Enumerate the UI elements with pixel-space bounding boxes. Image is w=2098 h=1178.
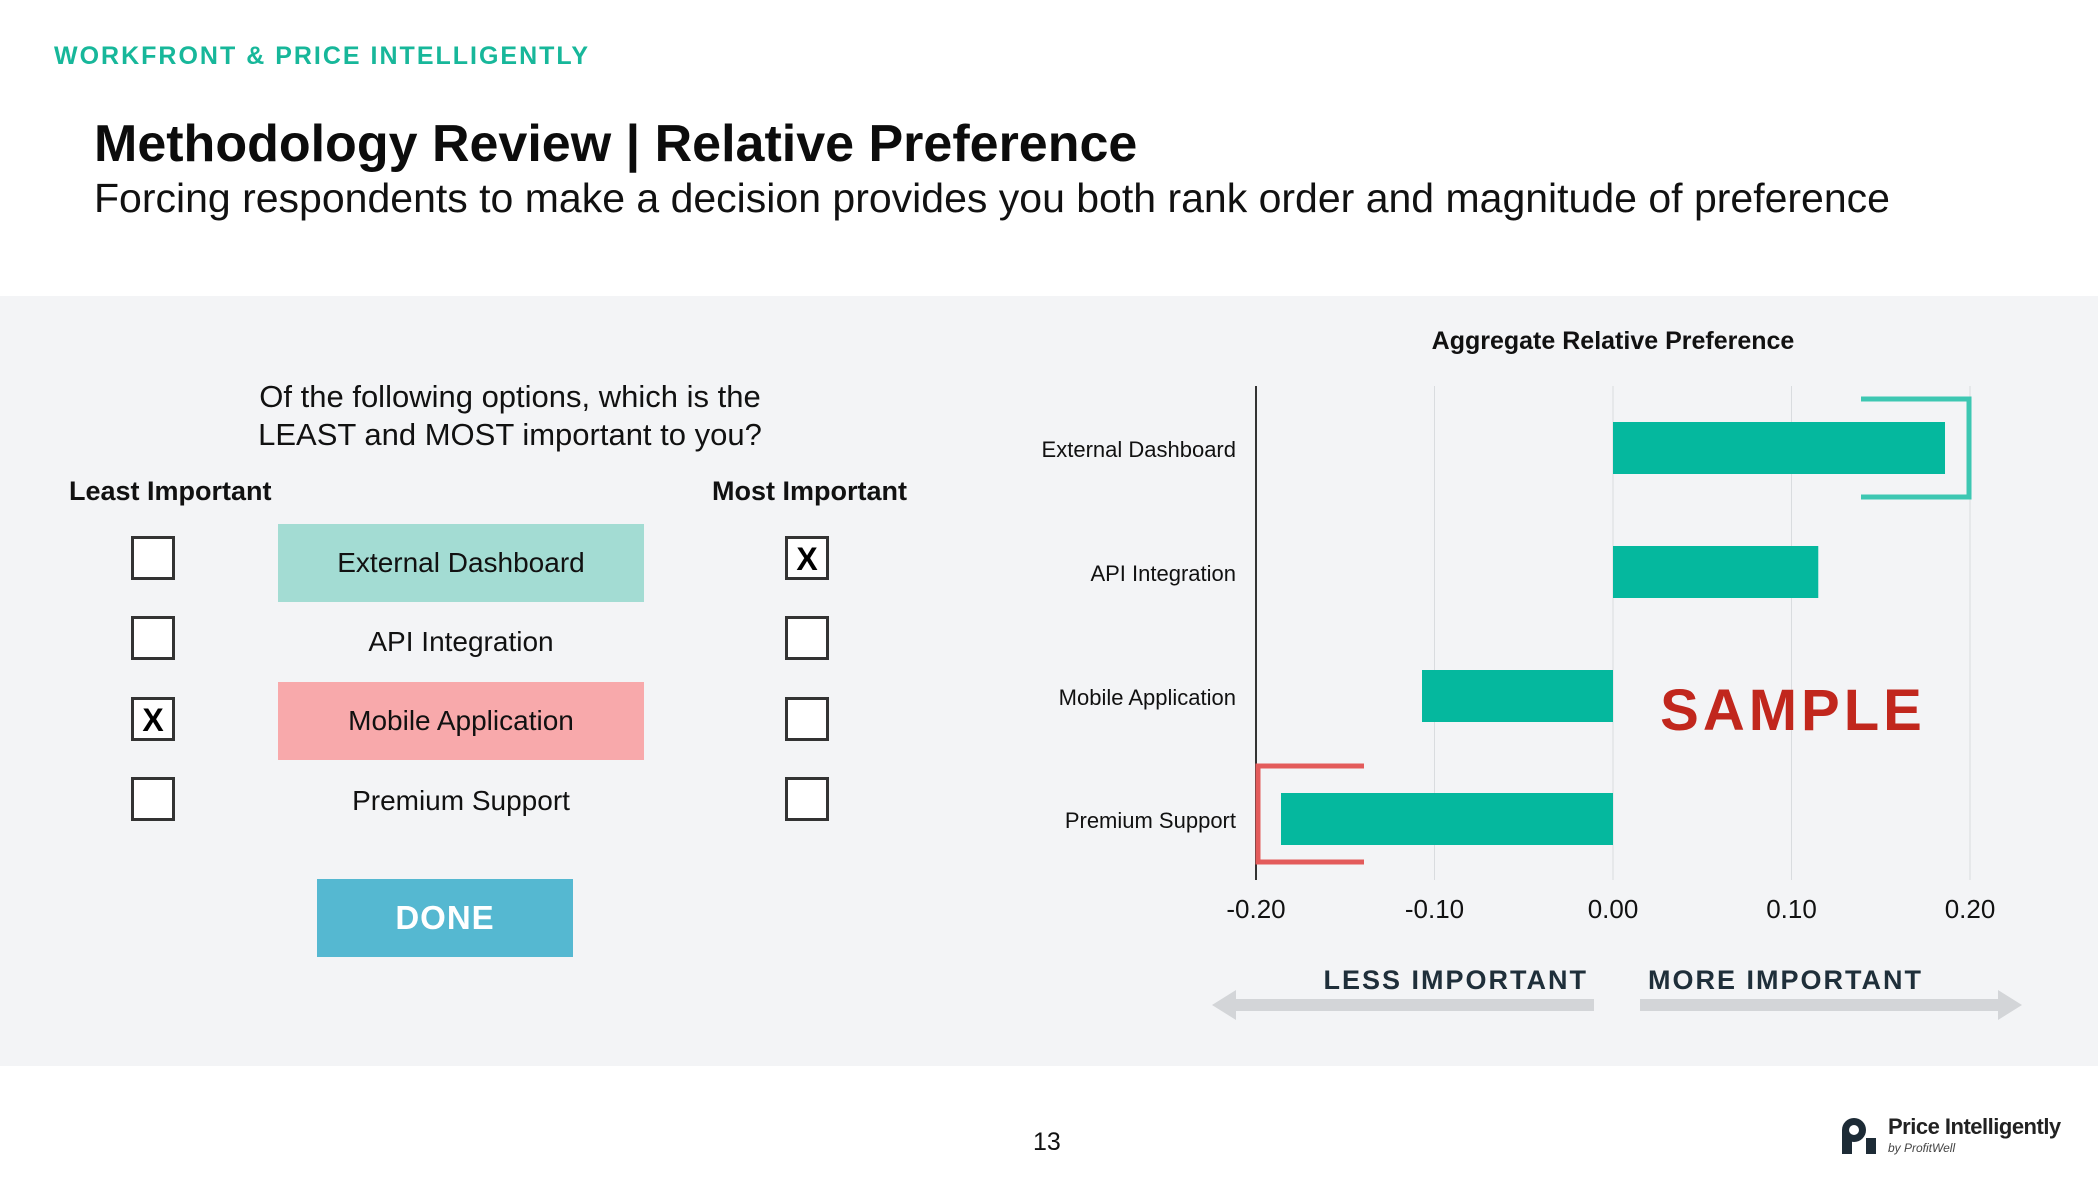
least-checkbox-external-dashboard[interactable] <box>131 536 175 580</box>
kicker-label: WORKFRONT & PRICE INTELLIGENTLY <box>54 42 591 70</box>
bar-api-integration <box>1613 546 1819 598</box>
relative-preference-chart: Aggregate Relative Preference -0.20 -0.10 0… <box>1042 327 2022 1020</box>
category-label-api-integration: API Integration <box>1090 561 1236 586</box>
less-important-label: LESS IMPORTANT <box>1323 965 1588 995</box>
most-checkbox-mobile-application[interactable] <box>785 697 829 741</box>
most-important-heading: Most Important <box>712 476 907 506</box>
sample-watermark: SAMPLE <box>1660 678 1926 743</box>
option-premium-support: Premium Support <box>352 785 570 816</box>
survey-question-line2: LEAST and MOST important to you? <box>258 417 762 452</box>
chart-title: Aggregate Relative Preference <box>1432 327 1795 355</box>
x-tick-label: -0.10 <box>1405 894 1464 924</box>
option-external-dashboard: External Dashboard <box>278 524 644 602</box>
bar-mobile-application <box>1422 670 1613 722</box>
least-checkbox-api-integration[interactable] <box>131 616 175 660</box>
price-intelligently-logo: Price Intelligently by ProfitWell <box>1840 1112 2061 1162</box>
category-label-external-dashboard: External Dashboard <box>1042 437 1236 462</box>
option-mobile-application: Mobile Application <box>278 682 644 760</box>
most-important-bracket <box>1861 396 1972 500</box>
least-checkbox-premium-support[interactable] <box>131 777 175 821</box>
more-important-label: MORE IMPORTANT <box>1648 965 1923 995</box>
right-arrow-icon <box>1640 990 2022 1020</box>
most-checkbox-api-integration[interactable] <box>785 616 829 660</box>
most-checkbox-premium-support[interactable] <box>785 777 829 821</box>
page-subtitle: Forcing respondents to make a decision p… <box>94 175 1890 221</box>
category-label-mobile-application: Mobile Application <box>1059 685 1236 710</box>
x-tick-label: -0.20 <box>1226 894 1285 924</box>
bar-premium-support <box>1280 793 1613 845</box>
least-checkbox-mobile-application[interactable]: X <box>131 697 175 741</box>
page-number: 13 <box>1033 1128 1061 1156</box>
least-important-bracket <box>1255 763 1364 865</box>
x-tick-label: 0.10 <box>1766 894 1817 924</box>
page-title: Methodology Review | Relative Preference <box>94 115 1138 173</box>
logo-name: Price Intelligently <box>1888 1114 2061 1139</box>
x-tick-label: 0.00 <box>1588 894 1639 924</box>
most-checkbox-external-dashboard[interactable]: X <box>785 536 829 580</box>
bar-external-dashboard <box>1613 422 1946 474</box>
done-button[interactable]: DONE <box>317 879 573 957</box>
survey-question-line1: Of the following options, which is the <box>259 379 761 414</box>
option-api-integration: API Integration <box>368 626 554 657</box>
least-important-heading: Least Important <box>69 476 272 506</box>
logo-subtitle: by ProfitWell <box>1888 1141 1956 1155</box>
category-label-premium-support: Premium Support <box>1065 808 1236 833</box>
x-tick-label: 0.20 <box>1945 894 1996 924</box>
survey-question: Of the following options, which is the L… <box>180 378 840 454</box>
logo-mark-icon <box>1842 1118 1876 1154</box>
left-arrow-icon <box>1212 990 1594 1020</box>
